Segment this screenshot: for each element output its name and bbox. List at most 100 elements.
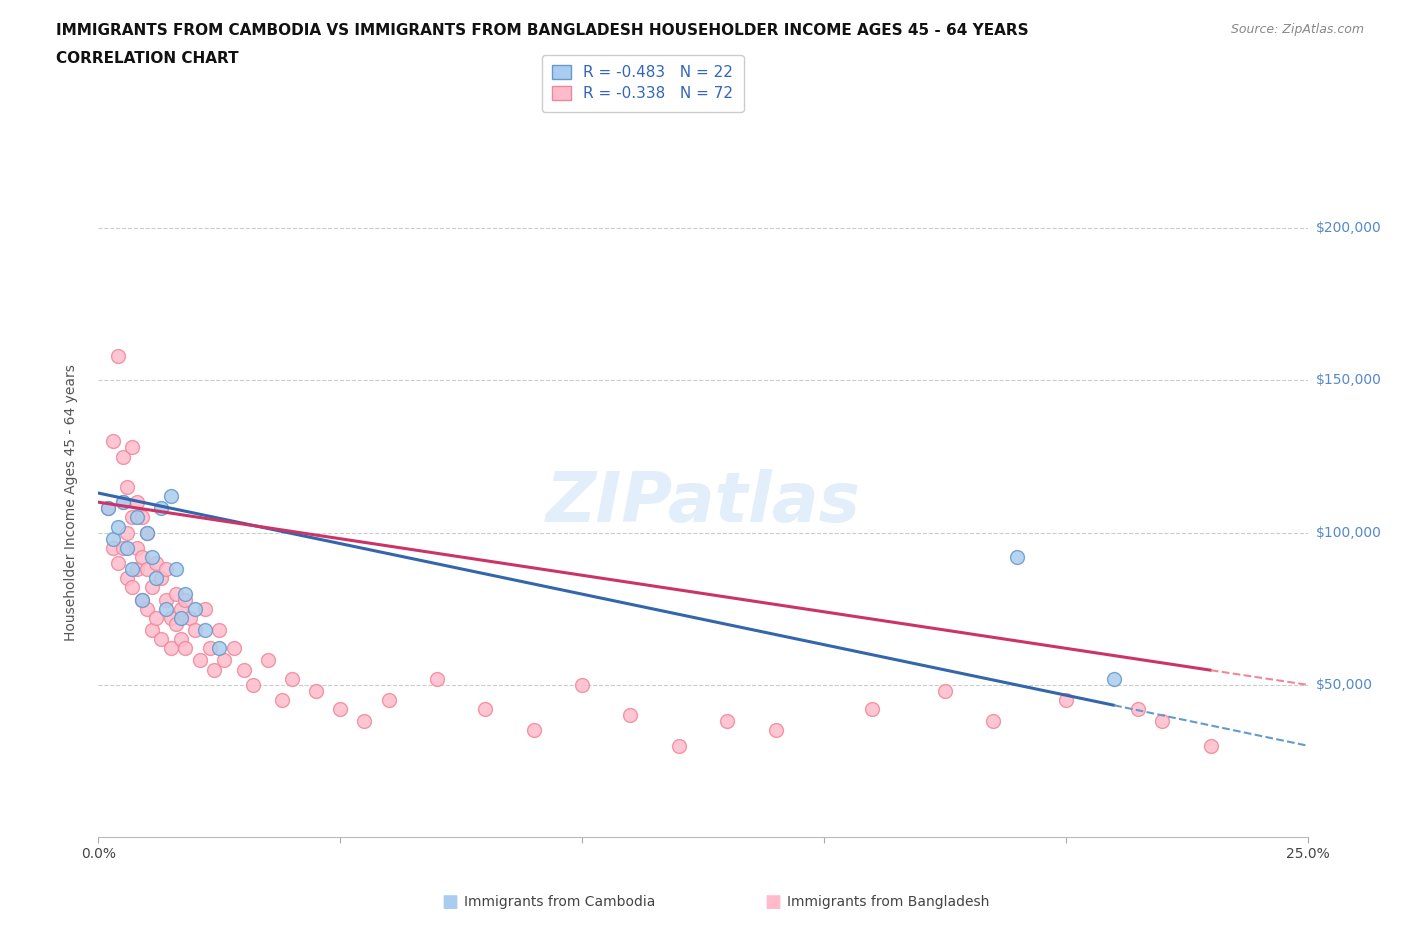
Point (107, 519, 129, 534)
Point (716, 714, 738, 729)
Point (111, 495, 134, 510)
Point (188, 653, 211, 668)
Point (474, 702, 496, 717)
Point (135, 602, 157, 617)
Point (212, 653, 235, 668)
Y-axis label: Householder Income Ages 45 - 64 years: Householder Income Ages 45 - 64 years (63, 364, 77, 641)
Point (135, 525, 157, 540)
Point (117, 571, 139, 586)
Point (523, 723, 546, 737)
Point (174, 592, 197, 607)
Text: $50,000: $50,000 (1316, 678, 1372, 692)
Point (131, 550, 153, 565)
Point (222, 641, 245, 656)
Point (169, 631, 191, 646)
Point (121, 510, 143, 525)
Point (1054, 693, 1077, 708)
Point (765, 723, 787, 737)
Point (377, 693, 399, 708)
Point (150, 501, 173, 516)
Point (860, 702, 883, 717)
Point (165, 617, 187, 631)
Point (1128, 702, 1150, 717)
Point (1152, 714, 1174, 729)
Point (165, 586, 187, 601)
Text: $150,000: $150,000 (1316, 374, 1382, 388)
Text: Source: ZipAtlas.com: Source: ZipAtlas.com (1230, 23, 1364, 36)
Point (145, 610, 167, 625)
Point (155, 602, 177, 617)
Point (353, 714, 375, 729)
Point (204, 662, 226, 677)
Point (256, 653, 278, 668)
Point (165, 562, 187, 577)
Point (107, 555, 129, 570)
Point (160, 610, 183, 625)
Point (426, 671, 449, 686)
Point (1199, 738, 1222, 753)
Point (174, 586, 197, 601)
Point (135, 525, 157, 540)
Point (619, 708, 641, 723)
Point (131, 592, 153, 607)
Point (160, 488, 183, 503)
Point (101, 434, 124, 449)
Point (571, 677, 593, 692)
Point (127, 540, 149, 555)
Text: $200,000: $200,000 (1316, 221, 1382, 235)
Point (329, 702, 352, 717)
Point (194, 622, 217, 637)
Point (160, 641, 183, 656)
Point (242, 677, 264, 692)
Point (127, 510, 149, 525)
Point (97, 501, 120, 516)
Point (1007, 550, 1029, 565)
Point (145, 555, 167, 570)
Point (174, 641, 197, 656)
Point (111, 495, 134, 510)
Point (155, 562, 177, 577)
Point (150, 571, 173, 586)
Point (981, 714, 1004, 729)
Point (121, 440, 143, 455)
Point (184, 602, 207, 617)
Point (1102, 671, 1125, 686)
Point (155, 592, 177, 607)
Text: Immigrants from Cambodia: Immigrants from Cambodia (464, 895, 655, 910)
Point (121, 580, 143, 595)
Point (97, 501, 120, 516)
Point (141, 622, 163, 637)
Point (145, 571, 167, 586)
Point (111, 449, 134, 464)
Point (101, 540, 124, 555)
Point (117, 525, 139, 540)
Point (668, 738, 690, 753)
Text: Immigrants from Bangladesh: Immigrants from Bangladesh (787, 895, 990, 910)
Point (107, 349, 129, 364)
Text: CORRELATION CHART: CORRELATION CHART (56, 51, 239, 66)
Text: $100,000: $100,000 (1316, 525, 1382, 539)
Point (281, 671, 304, 686)
Point (305, 684, 328, 698)
Point (179, 610, 201, 625)
Point (169, 610, 191, 625)
Point (934, 684, 956, 698)
Point (198, 641, 221, 656)
Point (127, 562, 149, 577)
Point (121, 562, 143, 577)
Point (101, 531, 124, 546)
Legend: R = -0.483   N = 22, R = -0.338   N = 72: R = -0.483 N = 22, R = -0.338 N = 72 (541, 55, 744, 113)
Point (131, 510, 153, 525)
Text: ■: ■ (765, 893, 782, 911)
Point (141, 550, 163, 565)
Point (271, 693, 294, 708)
Point (169, 602, 191, 617)
Point (232, 662, 254, 677)
Point (194, 602, 217, 617)
Point (208, 622, 231, 637)
Point (141, 580, 163, 595)
Point (150, 631, 173, 646)
Text: ZIPatlas: ZIPatlas (546, 469, 860, 536)
Point (131, 592, 153, 607)
Point (127, 495, 149, 510)
